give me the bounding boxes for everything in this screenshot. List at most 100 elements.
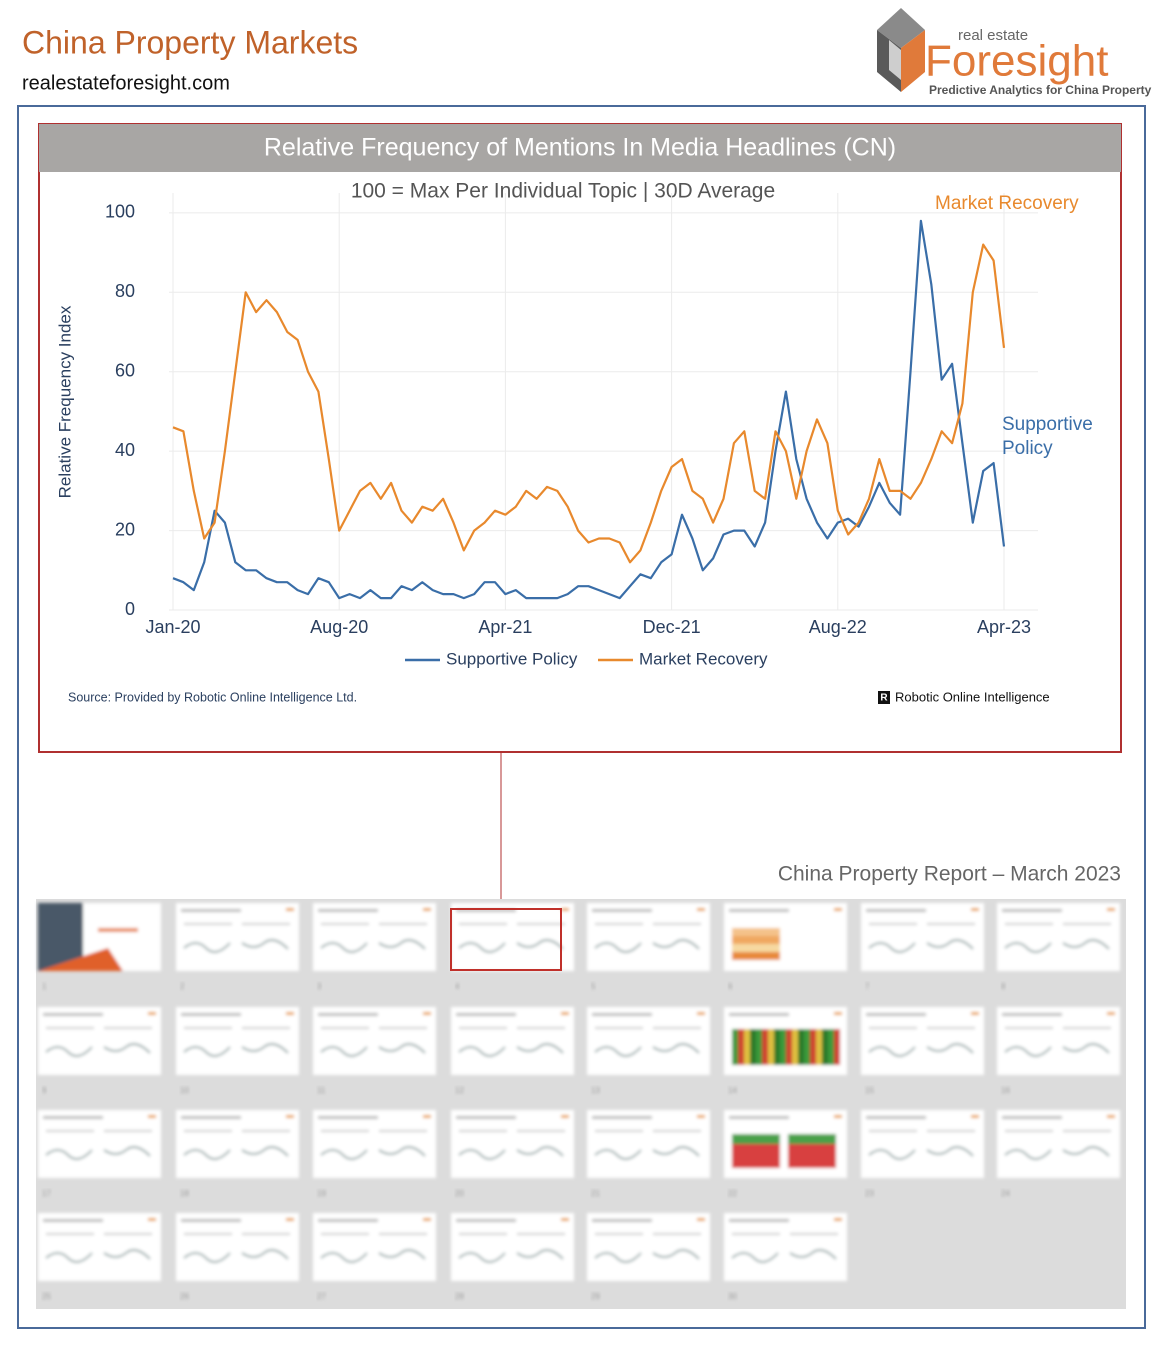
thumb-art	[181, 1219, 241, 1222]
thumb-art	[459, 1027, 507, 1029]
thumb-art	[43, 1219, 103, 1222]
thumb-art	[798, 1029, 804, 1065]
thumbnail	[176, 1007, 299, 1075]
thumb-art	[869, 923, 917, 925]
thumbnail	[451, 1110, 574, 1178]
thumb-art	[768, 1029, 774, 1065]
site-url: realestateforesight.com	[22, 72, 230, 94]
page-number: 9	[42, 1086, 47, 1095]
source-note: Source: Provided by Robotic Online Intel…	[68, 690, 357, 704]
page-number: 24	[1001, 1189, 1010, 1198]
thumb-art	[320, 939, 426, 953]
thumb-art	[184, 1027, 232, 1029]
thumb-art	[594, 1146, 700, 1160]
thumb-art	[868, 1043, 974, 1057]
page-number: 15	[865, 1086, 874, 1095]
thumb-art	[456, 1116, 516, 1119]
thumb-art	[43, 1013, 103, 1016]
thumb-art	[561, 1218, 569, 1221]
thumb-art	[786, 1029, 792, 1065]
thumb-art	[379, 1027, 427, 1029]
report-title: China Property Report – March 2023	[778, 863, 1121, 886]
thumb-art	[816, 1029, 822, 1065]
thumb-art	[697, 1115, 705, 1118]
thumb-art	[1107, 1012, 1115, 1015]
x-tick-label: Aug-22	[809, 617, 867, 637]
thumbnail	[313, 903, 436, 971]
thumb-art	[810, 1029, 816, 1065]
thumb-art	[866, 1013, 926, 1016]
thumb-art	[184, 1233, 232, 1235]
thumb-art	[148, 1115, 156, 1118]
page-number: 23	[865, 1189, 874, 1198]
thumbnail	[861, 1007, 984, 1075]
thumb-art	[184, 923, 232, 925]
thumb-art	[242, 923, 290, 925]
thumbnail-page	[724, 1213, 847, 1281]
thumb-art	[320, 1146, 426, 1160]
thumb-art	[729, 909, 789, 912]
thumbnail-page	[451, 1007, 574, 1075]
annotation: Policy	[1002, 438, 1053, 459]
thumb-art	[456, 1013, 516, 1016]
thumbnail-page	[451, 1110, 574, 1178]
thumb-art	[1004, 1146, 1110, 1160]
thumb-art	[592, 909, 652, 912]
thumb-art	[868, 1146, 974, 1160]
thumb-art	[595, 1027, 643, 1029]
thumbnail-page	[451, 1213, 574, 1281]
thumb-art	[456, 909, 516, 912]
thumb-art	[738, 1029, 744, 1065]
page-number: 1	[42, 982, 47, 991]
thumb-art	[423, 1218, 431, 1221]
thumb-art	[184, 1130, 232, 1132]
thumb-art	[379, 923, 427, 925]
thumb-art	[458, 1043, 564, 1057]
thumbnail-page	[587, 1213, 710, 1281]
thumb-art	[456, 1219, 516, 1222]
thumb-art	[834, 1029, 840, 1065]
thumb-art	[104, 1130, 152, 1132]
thumb-art	[459, 1130, 507, 1132]
x-tick-label: Aug-20	[310, 617, 368, 637]
thumb-art	[148, 1218, 156, 1221]
y-tick-label: 80	[115, 281, 135, 301]
thumb-art	[869, 1027, 917, 1029]
thumbnail-page	[997, 1007, 1120, 1075]
thumb-art	[148, 1012, 156, 1015]
thumb-art	[866, 1116, 926, 1119]
thumb-art	[697, 1218, 705, 1221]
title-bar	[39, 124, 1121, 172]
thumbnail-page	[38, 1213, 161, 1281]
thumb-art	[756, 1029, 762, 1065]
thumb-art	[780, 1029, 786, 1065]
logo-tagline: Predictive Analytics for China Property	[929, 83, 1152, 97]
thumb-art	[320, 1249, 426, 1263]
thumb-art	[321, 1233, 369, 1235]
thumb-art	[459, 923, 507, 925]
thumb-art	[379, 1233, 427, 1235]
thumb-art	[46, 1233, 94, 1235]
page-number: 30	[728, 1292, 737, 1301]
annotation: Market Recovery	[935, 193, 1079, 214]
outer-frame	[17, 105, 1146, 1329]
thumb-art	[517, 1130, 565, 1132]
thumb-art	[869, 1130, 917, 1132]
thumb-art	[594, 1043, 700, 1057]
thumb-art	[98, 928, 138, 932]
legend-label: Supportive Policy	[446, 649, 578, 668]
thumb-art	[729, 1219, 789, 1222]
thumb-art	[45, 1249, 151, 1263]
thumbnail-page	[176, 1007, 299, 1075]
thumb-art	[423, 1012, 431, 1015]
thumbnail	[451, 903, 574, 971]
page-number: 19	[317, 1189, 326, 1198]
page-number: 11	[317, 1086, 326, 1095]
page-number: 17	[42, 1189, 51, 1198]
thumb-art	[183, 1249, 289, 1263]
thumbnail-page	[176, 903, 299, 971]
thumb-art	[971, 908, 979, 911]
thumb-art	[822, 1029, 828, 1065]
thumb-art	[653, 1233, 701, 1235]
thumb-art	[732, 1134, 780, 1144]
